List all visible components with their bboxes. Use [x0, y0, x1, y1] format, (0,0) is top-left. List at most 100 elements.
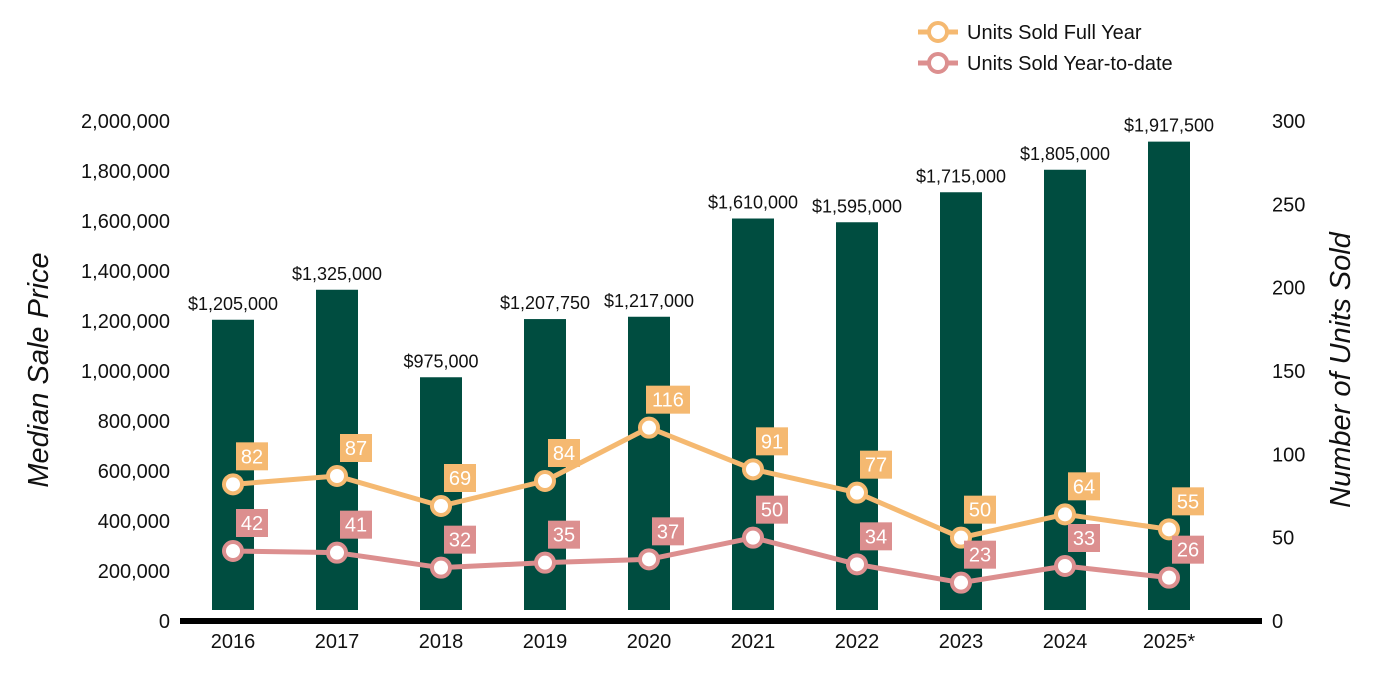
point-value-label: 37 — [657, 521, 679, 543]
point-label-box — [964, 540, 996, 569]
x-tick-label: 2020 — [627, 631, 672, 653]
legend-label: Units Sold Year-to-date — [967, 53, 1173, 75]
y-tick-label: 2,000,000 — [81, 111, 170, 133]
point-value-label: 32 — [449, 530, 471, 552]
point-label-box — [964, 495, 996, 524]
y2-axis-title: Number of Units Sold — [1325, 231, 1357, 507]
point-value-label: 64 — [1073, 476, 1095, 498]
legend-marker — [927, 52, 949, 74]
point-label-box — [1068, 524, 1100, 552]
series-point — [1158, 518, 1180, 541]
y2-tick-label: 150 — [1272, 361, 1305, 383]
point-value-label: 33 — [1073, 528, 1095, 550]
y-axis-title: Median Sale Price — [23, 252, 55, 487]
y-tick-label: 0 — [159, 611, 170, 633]
bar — [732, 218, 774, 610]
point-label-box — [1172, 535, 1204, 564]
series-point — [326, 541, 348, 564]
series-point — [222, 473, 244, 496]
y-tick-label: 1,600,000 — [81, 211, 170, 233]
bar-value-label: $1,715,000 — [916, 166, 1006, 186]
point-label-box — [1068, 472, 1100, 501]
point-value-label: 55 — [1177, 491, 1199, 513]
point-label-box — [646, 385, 690, 414]
series-line — [232, 425, 1170, 541]
point-label-box — [340, 434, 372, 462]
point-value-label: 42 — [241, 513, 263, 535]
y-tick-label: 1,000,000 — [81, 361, 170, 383]
point-value-label: 116 — [652, 390, 684, 412]
y2-tick-label: 300 — [1272, 111, 1305, 133]
bar-value-label: $975,000 — [403, 351, 478, 371]
series-point — [742, 526, 764, 549]
x-tick-label: 2019 — [523, 631, 568, 653]
legend: Units Sold Full Year Units Sold Year-to-d… — [918, 21, 1173, 75]
point-label-box — [860, 450, 892, 479]
series-point — [846, 553, 868, 576]
series-point — [1054, 503, 1076, 526]
x-tick-label: 2025* — [1143, 631, 1195, 653]
bar-value-label: $1,805,000 — [1020, 144, 1110, 164]
bar-value-label: $1,917,500 — [1124, 116, 1214, 136]
point-label-box — [860, 522, 892, 551]
point-label-box — [236, 509, 268, 537]
point-label-box — [444, 525, 476, 554]
series-line — [232, 535, 1170, 586]
point-label-box — [444, 464, 476, 492]
point-value-label: 82 — [241, 446, 263, 468]
series-point — [430, 556, 452, 579]
y-tick-label: 400,000 — [98, 511, 170, 533]
lines-layer: 82 87 69 84 116 91 77 50 64 55 42 41 32 35 37 50 34 23 33 2… — [222, 385, 1204, 594]
y-tick-label: 800,000 — [98, 411, 170, 433]
point-value-label: 23 — [969, 545, 991, 567]
x-tick-label: 2016 — [211, 631, 256, 653]
x-tick-label: 2022 — [835, 631, 880, 653]
y-tick-label: 200,000 — [98, 561, 170, 583]
series-point — [638, 548, 660, 571]
point-value-label: 84 — [553, 443, 575, 465]
bar-value-label: $1,207,750 — [500, 293, 590, 313]
series-point — [742, 458, 764, 481]
point-value-label: 87 — [345, 438, 367, 460]
x-tick-label: 2023 — [939, 631, 984, 653]
point-label-box — [756, 495, 788, 524]
y-tick-label: 1,800,000 — [81, 161, 170, 183]
bar-value-label: $1,205,000 — [188, 294, 278, 314]
point-label-box — [340, 510, 372, 539]
ticks-layer: 0 200,000 400,000 600,000 800,000 1,000,000 1,… — [81, 111, 1305, 653]
point-label-box — [652, 517, 684, 546]
series-point — [950, 571, 972, 594]
point-value-label: 77 — [865, 455, 887, 477]
x-tick-label: 2017 — [315, 631, 360, 653]
point-value-label: 26 — [1177, 540, 1199, 562]
series-point — [1054, 555, 1076, 577]
point-value-label: 50 — [761, 500, 783, 522]
series-point — [430, 495, 452, 517]
x-tick-label: 2024 — [1043, 631, 1088, 653]
y2-tick-label: 200 — [1272, 278, 1305, 300]
bar-value-label: $1,610,000 — [708, 193, 798, 213]
x-tick-label: 2018 — [419, 631, 464, 653]
point-label-box — [548, 520, 580, 549]
point-value-label: 91 — [761, 431, 783, 453]
point-label-box — [756, 427, 788, 456]
point-value-label: 34 — [865, 526, 887, 548]
series-point — [1158, 566, 1180, 589]
y2-tick-label: 250 — [1272, 194, 1305, 216]
point-value-label: 41 — [345, 515, 367, 537]
bar-value-label: $1,325,000 — [292, 264, 382, 284]
legend-marker — [927, 21, 949, 43]
y2-tick-label: 100 — [1272, 444, 1305, 466]
legend-label: Units Sold Full Year — [967, 22, 1142, 44]
point-value-label: 69 — [449, 468, 471, 490]
point-label-box — [1172, 487, 1204, 516]
point-label-box — [548, 439, 580, 467]
series-point — [222, 540, 244, 562]
series-point — [846, 481, 868, 504]
bar-value-label: $1,217,000 — [604, 291, 694, 311]
bar — [836, 222, 878, 610]
point-label-box — [236, 442, 268, 471]
y-tick-label: 1,200,000 — [81, 311, 170, 333]
